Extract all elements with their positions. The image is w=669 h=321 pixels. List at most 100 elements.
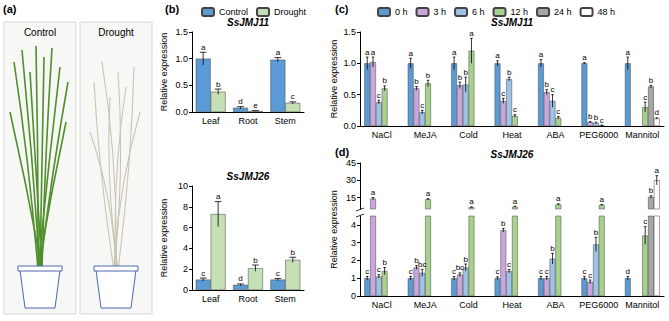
svg-text:c: c [545,267,549,276]
svg-text:c: c [643,217,647,226]
svg-text:c: c [291,92,295,101]
svg-text:b: b [414,77,419,86]
svg-text:c: c [420,101,424,110]
svg-text:Mannitol: Mannitol [625,130,659,140]
svg-text:Heat: Heat [502,130,522,140]
svg-text:c: c [201,269,205,278]
svg-text:a: a [371,188,376,197]
svg-text:2: 2 [351,255,356,265]
svg-text:c: c [501,89,505,98]
svg-text:Control: Control [219,7,248,17]
svg-text:NaCl: NaCl [372,300,392,310]
svg-text:a: a [556,194,561,203]
svg-text:a: a [626,48,631,57]
svg-text:Stem: Stem [275,294,296,304]
svg-text:c: c [377,91,381,100]
svg-text:c: c [496,267,500,276]
svg-text:a: a [276,48,281,57]
svg-text:Leaf: Leaf [202,116,220,126]
svg-text:Relative expression: Relative expression [159,33,169,112]
svg-text:a: a [201,43,206,52]
svg-text:b: b [594,113,599,122]
svg-text:Root: Root [238,116,258,126]
svg-text:a: a [216,192,221,201]
svg-text:Heat: Heat [502,300,522,310]
svg-text:c: c [377,265,381,274]
svg-text:b: b [253,256,258,265]
svg-text:c: c [539,267,543,276]
svg-text:45: 45 [346,158,356,168]
svg-text:4: 4 [183,243,188,253]
svg-text:Leaf: Leaf [202,294,220,304]
svg-text:0.0: 0.0 [175,107,188,117]
svg-text:15: 15 [346,193,356,203]
svg-text:b: b [382,258,387,267]
svg-text:c: c [507,260,511,269]
svg-text:e: e [253,101,258,110]
svg-text:6: 6 [183,223,188,233]
svg-text:1.0: 1.0 [343,58,356,68]
svg-text:b: b [463,68,468,77]
svg-text:c: c [365,267,369,276]
svg-text:b: b [501,219,506,228]
svg-text:a: a [469,29,474,38]
svg-text:b: b [463,255,468,264]
svg-text:Relative expression: Relative expression [329,190,339,269]
svg-text:0: 0 [183,285,188,295]
svg-text:ABA: ABA [546,300,564,310]
svg-text:1.5: 1.5 [343,27,356,37]
svg-text:a: a [365,48,370,57]
svg-text:NaCl: NaCl [372,130,392,140]
svg-text:a: a [371,48,376,57]
svg-text:b: b [649,76,654,85]
svg-text:Drought: Drought [98,27,134,38]
svg-text:MeJA: MeJA [414,300,437,310]
svg-text:a: a [582,53,587,62]
svg-text:a: a [600,195,605,204]
svg-text:c: c [556,107,560,116]
svg-text:a: a [469,197,474,206]
svg-text:d: d [655,108,659,117]
svg-text:a: a [495,51,500,60]
svg-text:3: 3 [351,238,356,248]
svg-text:Mannitol: Mannitol [625,300,659,310]
svg-text:Root: Root [238,294,258,304]
svg-text:b: b [649,186,654,195]
svg-text:0.0: 0.0 [343,121,356,131]
svg-text:30: 30 [346,175,356,185]
svg-text:c: c [588,271,592,280]
svg-text:0: 0 [351,291,356,301]
svg-text:b: b [458,73,463,82]
svg-text:d: d [238,274,242,283]
svg-text:(d): (d) [335,146,349,158]
svg-text:c: c [513,105,517,114]
svg-text:a: a [408,49,413,58]
svg-text:Control: Control [24,27,56,38]
svg-text:Relative expression: Relative expression [329,40,339,119]
svg-text:Stem: Stem [275,116,296,126]
svg-text:MeJA: MeJA [414,130,437,140]
svg-text:(a): (a) [3,3,17,15]
svg-text:PEG6000: PEG6000 [579,130,618,140]
svg-text:ABA: ABA [546,130,564,140]
svg-text:b: b [594,228,599,237]
svg-text:c: c [582,267,586,276]
svg-text:c: c [551,85,555,94]
svg-text:2: 2 [183,264,188,274]
svg-text:10: 10 [178,181,188,191]
svg-text:d: d [626,267,630,276]
svg-text:a: a [452,48,457,57]
svg-text:c: c [643,93,647,102]
svg-text:SsJMJ26: SsJMJ26 [227,171,270,182]
svg-text:a: a [539,50,544,59]
svg-text:c: c [600,116,604,125]
svg-text:c: c [276,269,280,278]
svg-text:Drought: Drought [274,7,307,17]
svg-text:b: b [426,71,431,80]
svg-text:0 h: 0 h [395,7,408,17]
svg-text:1.0: 1.0 [175,54,188,64]
svg-text:SsJMJ11: SsJMJ11 [227,17,270,28]
svg-text:4: 4 [351,220,356,230]
svg-text:bc: bc [418,260,426,269]
svg-text:b: b [588,112,593,121]
